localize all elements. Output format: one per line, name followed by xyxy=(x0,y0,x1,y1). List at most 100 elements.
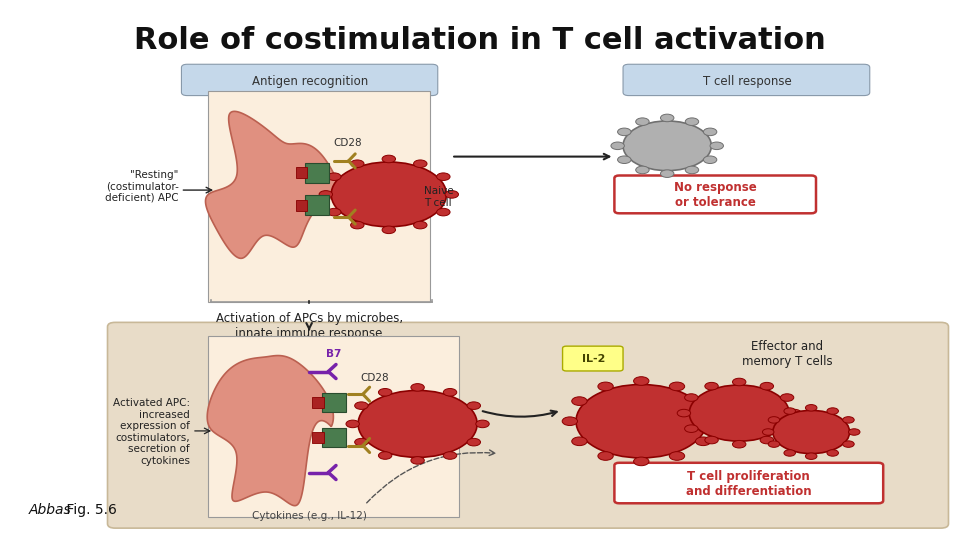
Text: Abbas: Abbas xyxy=(29,503,72,517)
Circle shape xyxy=(382,226,396,234)
Text: Fig. 5.6: Fig. 5.6 xyxy=(62,503,117,517)
Text: T cell proliferation
and differentiation: T cell proliferation and differentiation xyxy=(686,470,811,498)
Text: CD28: CD28 xyxy=(333,138,362,147)
Circle shape xyxy=(827,450,838,456)
Circle shape xyxy=(784,450,796,456)
Circle shape xyxy=(382,155,396,163)
Circle shape xyxy=(685,166,699,174)
Circle shape xyxy=(695,437,710,445)
Circle shape xyxy=(411,457,424,464)
Text: No response
or tolerance: No response or tolerance xyxy=(674,181,756,210)
Circle shape xyxy=(669,451,684,460)
Circle shape xyxy=(636,166,649,174)
Circle shape xyxy=(704,156,717,164)
Circle shape xyxy=(331,162,446,227)
Text: Antigen recognition: Antigen recognition xyxy=(252,75,369,87)
Text: Naive
T cell: Naive T cell xyxy=(424,186,454,208)
Circle shape xyxy=(805,453,817,460)
Circle shape xyxy=(788,409,802,417)
Circle shape xyxy=(350,160,364,167)
Circle shape xyxy=(704,128,717,136)
Circle shape xyxy=(576,384,707,458)
Circle shape xyxy=(411,383,424,391)
Circle shape xyxy=(414,221,427,229)
Circle shape xyxy=(437,208,450,216)
FancyBboxPatch shape xyxy=(623,64,870,96)
Circle shape xyxy=(327,173,341,180)
Circle shape xyxy=(636,118,649,125)
Bar xyxy=(296,167,307,178)
Circle shape xyxy=(780,425,794,433)
Circle shape xyxy=(358,390,477,457)
Circle shape xyxy=(444,388,457,396)
Circle shape xyxy=(768,417,780,423)
Circle shape xyxy=(685,118,699,125)
Circle shape xyxy=(773,410,850,454)
Polygon shape xyxy=(205,111,344,258)
Bar xyxy=(322,428,346,447)
Circle shape xyxy=(617,128,631,136)
Circle shape xyxy=(319,191,332,198)
Circle shape xyxy=(784,408,796,414)
Circle shape xyxy=(634,377,649,386)
Bar xyxy=(305,195,329,215)
Circle shape xyxy=(732,441,746,448)
Circle shape xyxy=(572,397,588,406)
Circle shape xyxy=(414,160,427,167)
Circle shape xyxy=(350,221,364,229)
Circle shape xyxy=(849,429,860,435)
Text: T cell response: T cell response xyxy=(703,75,791,87)
FancyBboxPatch shape xyxy=(208,336,459,517)
Circle shape xyxy=(468,402,481,409)
Circle shape xyxy=(760,382,774,390)
FancyBboxPatch shape xyxy=(181,64,438,96)
Circle shape xyxy=(780,394,794,401)
Bar xyxy=(312,432,324,443)
Circle shape xyxy=(689,385,789,441)
Circle shape xyxy=(468,438,481,446)
Circle shape xyxy=(705,436,718,444)
Text: "Resting"
(costimulator-
deficient) APC: "Resting" (costimulator- deficient) APC xyxy=(105,170,179,203)
Bar xyxy=(305,163,329,183)
Circle shape xyxy=(843,417,854,423)
Circle shape xyxy=(760,436,774,444)
FancyBboxPatch shape xyxy=(108,322,948,528)
Circle shape xyxy=(634,457,649,465)
Circle shape xyxy=(762,429,774,435)
Circle shape xyxy=(660,170,674,178)
Bar xyxy=(322,393,346,412)
FancyBboxPatch shape xyxy=(563,346,623,371)
Circle shape xyxy=(327,208,341,216)
Circle shape xyxy=(684,425,698,433)
Circle shape xyxy=(805,404,817,411)
FancyBboxPatch shape xyxy=(614,176,816,213)
Circle shape xyxy=(705,417,720,426)
Text: Cytokines (e.g., IL-12): Cytokines (e.g., IL-12) xyxy=(252,511,367,521)
Circle shape xyxy=(444,452,457,460)
Text: Effector and
memory T cells: Effector and memory T cells xyxy=(742,340,832,368)
Circle shape xyxy=(354,438,368,446)
FancyBboxPatch shape xyxy=(614,463,883,503)
Circle shape xyxy=(768,441,780,447)
Circle shape xyxy=(572,437,588,445)
Circle shape xyxy=(378,452,392,460)
Text: Activation of APCs by microbes,
innate immune response: Activation of APCs by microbes, innate i… xyxy=(216,312,402,340)
Circle shape xyxy=(732,378,746,386)
Polygon shape xyxy=(207,355,333,505)
Circle shape xyxy=(669,382,684,391)
Text: CD28: CD28 xyxy=(360,373,389,383)
Circle shape xyxy=(695,397,710,406)
Circle shape xyxy=(445,191,459,198)
Circle shape xyxy=(378,388,392,396)
Circle shape xyxy=(827,408,838,414)
Circle shape xyxy=(705,382,718,390)
Circle shape xyxy=(710,142,724,150)
Circle shape xyxy=(437,173,450,180)
Circle shape xyxy=(677,409,690,417)
Circle shape xyxy=(598,382,613,391)
Text: Activated APC:
increased
expression of
costimulators,
secretion of
cytokines: Activated APC: increased expression of c… xyxy=(113,398,190,466)
Circle shape xyxy=(476,420,490,428)
Circle shape xyxy=(684,394,698,401)
Circle shape xyxy=(660,114,674,122)
Text: B7: B7 xyxy=(326,349,342,359)
